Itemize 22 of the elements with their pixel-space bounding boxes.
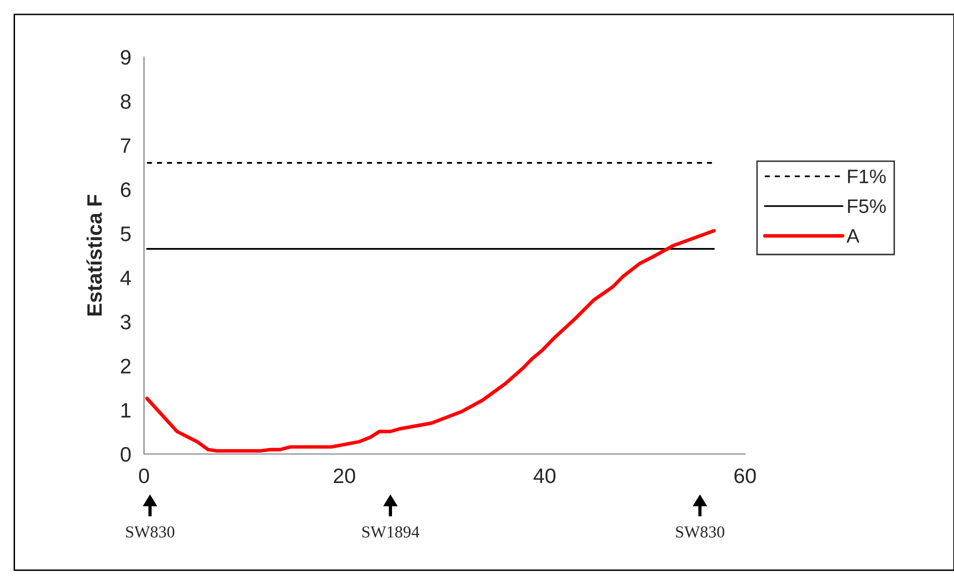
y-tick-label: 5 bbox=[120, 226, 131, 242]
legend-label: F1% bbox=[848, 170, 886, 184]
text: SW830 bbox=[676, 526, 724, 538]
legend-label: A bbox=[846, 229, 860, 243]
y-tick-label: 7 bbox=[120, 138, 130, 153]
legend-label: F5% bbox=[848, 199, 886, 214]
y-tick-label: 4 bbox=[120, 270, 131, 286]
line-series bbox=[145, 229, 716, 453]
x-tick-label: 0 bbox=[139, 468, 149, 484]
x-tick-label: 60 bbox=[734, 468, 756, 484]
text: SW1894 bbox=[362, 526, 420, 538]
y-tick-label: 3 bbox=[120, 314, 131, 330]
x-tick-label: 20 bbox=[334, 468, 356, 484]
text: SW830 bbox=[126, 526, 174, 538]
y-tick-label: 9 bbox=[120, 50, 131, 65]
y-tick-label: 2 bbox=[120, 358, 130, 374]
y-tick-label: 8 bbox=[120, 94, 131, 109]
y-axis-title: Estatística F bbox=[86, 194, 102, 316]
y-tick-label: 0 bbox=[120, 447, 131, 462]
x-tick-label: 40 bbox=[534, 468, 556, 484]
y-tick-label: 6 bbox=[120, 182, 131, 198]
y-tick-label: 1 bbox=[122, 403, 130, 418]
